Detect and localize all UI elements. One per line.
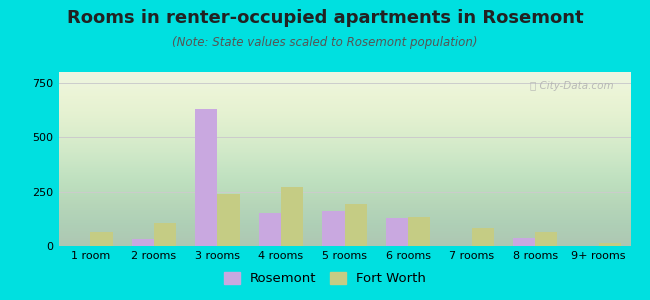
Bar: [535, 232, 558, 246]
Bar: [599, 243, 621, 246]
Bar: [322, 211, 344, 246]
Text: (Note: State values scaled to Rosemont population): (Note: State values scaled to Rosemont p…: [172, 36, 478, 49]
Bar: [281, 187, 303, 246]
Bar: [513, 238, 535, 246]
Bar: [154, 223, 176, 246]
Bar: [472, 227, 494, 246]
Text: Ⓜ City-Data.com: Ⓜ City-Data.com: [530, 81, 614, 91]
Bar: [259, 213, 281, 246]
Legend: Rosemont, Fort Worth: Rosemont, Fort Worth: [218, 266, 432, 290]
Bar: [131, 239, 154, 246]
Bar: [386, 218, 408, 246]
Text: Rooms in renter-occupied apartments in Rosemont: Rooms in renter-occupied apartments in R…: [67, 9, 583, 27]
Bar: [408, 217, 430, 246]
Bar: [195, 109, 217, 246]
Bar: [344, 204, 367, 246]
Bar: [90, 232, 112, 246]
Bar: [217, 194, 240, 246]
